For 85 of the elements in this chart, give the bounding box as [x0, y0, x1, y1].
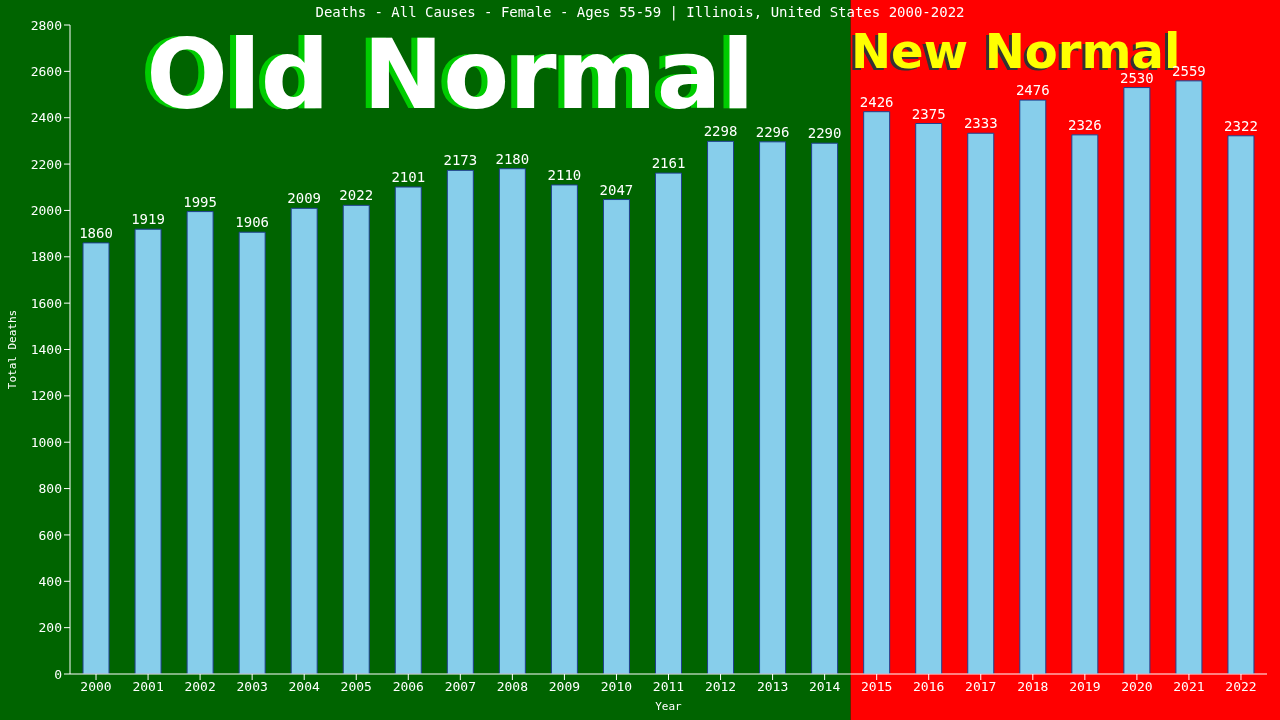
bar — [394, 186, 422, 674]
bar — [134, 228, 162, 674]
x-tick-label: 2020 — [1121, 679, 1153, 695]
data-label: 2180 — [495, 150, 530, 167]
data-label: 2426 — [859, 93, 894, 110]
bar — [811, 142, 839, 674]
data-label: 2322 — [1224, 117, 1258, 134]
data-label: 2022 — [339, 187, 374, 204]
bar — [238, 231, 266, 674]
y-tick-label: 2600 — [30, 63, 62, 79]
bar — [1019, 99, 1047, 674]
x-tick-label: 2019 — [1069, 679, 1101, 695]
x-tick-label: 2004 — [288, 679, 321, 695]
data-label: 2375 — [911, 105, 946, 122]
bar — [82, 242, 110, 674]
y-axis-title: Total Deaths — [5, 309, 19, 390]
x-tick-label: 2012 — [704, 679, 737, 695]
bar — [1175, 80, 1203, 674]
x-tick-label: 2015 — [861, 679, 893, 695]
data-label: 1906 — [235, 214, 269, 231]
data-label: 2173 — [443, 152, 478, 169]
x-tick-label: 2021 — [1173, 679, 1205, 695]
bar — [654, 172, 682, 674]
y-tick-label: 2000 — [30, 203, 62, 219]
bar — [915, 123, 943, 674]
y-tick-label: 800 — [38, 481, 62, 497]
data-label: 2047 — [599, 181, 634, 198]
data-label: 2161 — [651, 155, 686, 172]
data-label: 2101 — [391, 169, 426, 186]
data-label: 2009 — [287, 190, 322, 207]
x-tick-label: 2011 — [652, 679, 685, 695]
x-tick-label: 2008 — [496, 679, 529, 695]
x-tick-label: 2014 — [808, 679, 841, 695]
data-label: 1919 — [131, 211, 165, 228]
data-label: 1995 — [183, 193, 217, 210]
x-tick-label: 2007 — [444, 679, 476, 695]
data-label: 2110 — [547, 166, 582, 183]
y-tick-label: 200 — [38, 620, 62, 636]
bar — [707, 140, 735, 674]
data-label: 2296 — [755, 123, 790, 140]
y-tick-label: 1000 — [30, 434, 62, 450]
y-tick-label: 1400 — [30, 342, 62, 358]
x-tick-label: 2001 — [132, 679, 164, 695]
bar — [186, 211, 214, 674]
y-tick-label: 2400 — [30, 110, 62, 126]
x-tick-label: 2009 — [548, 679, 581, 695]
y-tick-label: 1200 — [30, 388, 62, 404]
y-tick-label: 2200 — [30, 156, 62, 172]
y-tick-label: 2800 — [30, 17, 62, 33]
y-tick-label: 0 — [54, 666, 62, 682]
x-tick-label: 2002 — [184, 679, 216, 695]
x-tick-label: 2003 — [236, 679, 268, 695]
y-tick-label: 1600 — [30, 295, 62, 311]
bar — [446, 169, 474, 674]
data-label: 2530 — [1120, 69, 1154, 86]
x-tick-label: 2022 — [1225, 679, 1257, 695]
data-label: 2476 — [1015, 82, 1050, 99]
data-label: 2326 — [1067, 116, 1102, 133]
x-tick-label: 2006 — [392, 679, 424, 695]
x-tick-label: 2017 — [965, 679, 997, 695]
bar — [498, 168, 526, 674]
bar — [550, 184, 578, 674]
bar — [759, 141, 787, 674]
x-tick-label: 2018 — [1017, 679, 1049, 695]
data-label: 1860 — [79, 224, 113, 241]
data-label: 2290 — [807, 125, 842, 142]
x-tick-label: 2000 — [80, 679, 112, 695]
x-axis-title: Year — [655, 700, 683, 713]
x-tick-label: 2005 — [340, 679, 372, 695]
bar — [290, 207, 318, 674]
x-tick-label: 2016 — [913, 679, 945, 695]
bar — [863, 111, 891, 674]
bar — [1227, 135, 1255, 674]
y-tick-label: 1800 — [30, 249, 62, 265]
data-label: 2333 — [963, 115, 998, 132]
x-tick-label: 2010 — [600, 679, 633, 695]
bar — [1071, 134, 1099, 674]
bar — [1123, 87, 1151, 674]
bar — [602, 199, 630, 674]
y-tick-label: 400 — [38, 573, 62, 589]
y-tick-label: 600 — [38, 527, 62, 543]
x-tick-label: 2013 — [756, 679, 789, 695]
bar — [342, 204, 370, 674]
bar — [967, 132, 995, 674]
data-label: 2298 — [703, 123, 738, 140]
